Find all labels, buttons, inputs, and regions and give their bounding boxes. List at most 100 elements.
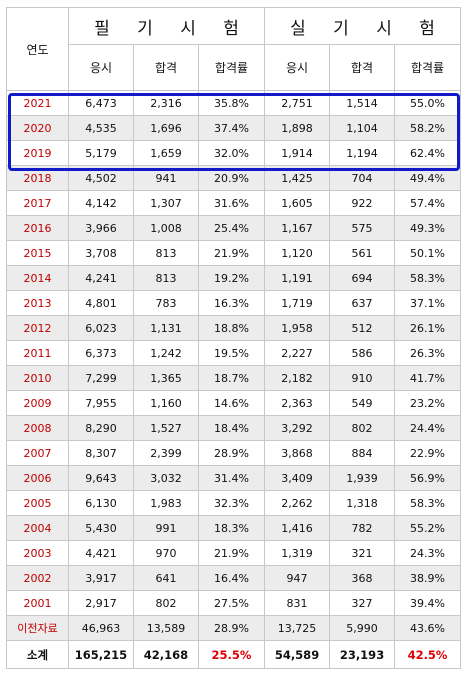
total-label: 소계	[6, 640, 69, 669]
written-rate-cell: 21.9%	[197, 540, 266, 566]
practical-pass-cell: 1,939	[329, 465, 396, 491]
practical-pass-cell: 637	[329, 290, 396, 316]
year-cell: 2009	[6, 390, 69, 416]
written-rate-cell: 25.4%	[197, 215, 266, 241]
practical-apply-cell: 831	[264, 590, 331, 616]
written-pass-cell: 970	[133, 540, 199, 566]
written-pass-cell: 1,307	[133, 190, 199, 216]
table-body: 2021 6,473 2,316 35.8% 2,751 1,514 55.0% 2020 4,…	[6, 90, 462, 641]
practical-apply-cell: 1,120	[264, 240, 331, 266]
year-cell: 2008	[6, 415, 69, 441]
year-cell: 2003	[6, 540, 69, 566]
total-written-apply: 165,215	[68, 640, 134, 669]
total-written-rate: 25.5%	[197, 640, 266, 669]
written-rate-cell: 16.4%	[197, 565, 266, 591]
written-rate-cell: 18.3%	[197, 515, 266, 541]
written-apply-cell: 7,299	[68, 365, 134, 391]
table-row: 2015 3,708 813 21.9% 1,120 561 50.1%	[6, 240, 462, 266]
table-row: 2021 6,473 2,316 35.8% 2,751 1,514 55.0%	[6, 90, 462, 116]
practical-pass-cell: 321	[329, 540, 396, 566]
written-pass-cell: 641	[133, 565, 199, 591]
written-pass-cell: 2,399	[133, 440, 199, 466]
table-row: 2013 4,801 783 16.3% 1,719 637 37.1%	[6, 290, 462, 316]
practical-rate-cell: 55.2%	[394, 515, 462, 541]
table-row: 2002 3,917 641 16.4% 947 368 38.9%	[6, 565, 462, 591]
written-apply-cell: 4,142	[68, 190, 134, 216]
practical-rate-cell: 58.3%	[394, 265, 462, 291]
practical-rate-cell: 24.3%	[394, 540, 462, 566]
table-row: 2009 7,955 1,160 14.6% 2,363 549 23.2%	[6, 390, 462, 416]
written-apply-cell: 2,917	[68, 590, 134, 616]
practical-pass-cell: 327	[329, 590, 396, 616]
practical-pass-cell: 910	[329, 365, 396, 391]
practical-apply-cell: 1,167	[264, 215, 331, 241]
year-cell: 2018	[6, 165, 69, 191]
practical-apply-cell: 2,751	[264, 90, 331, 116]
written-apply-cell: 9,643	[68, 465, 134, 491]
practical-rate-cell: 41.7%	[394, 365, 462, 391]
written-apply-cell: 6,373	[68, 340, 134, 366]
written-apply-cell: 7,955	[68, 390, 134, 416]
year-cell: 2020	[6, 115, 69, 141]
year-cell: 2016	[6, 215, 69, 241]
written-rate-cell: 14.6%	[197, 390, 266, 416]
written-pass-cell: 1,696	[133, 115, 199, 141]
written-pass-cell: 813	[133, 265, 199, 291]
practical-rate-cell: 43.6%	[394, 615, 462, 641]
table-row: 2011 6,373 1,242 19.5% 2,227 586 26.3%	[6, 340, 462, 366]
table-row: 2017 4,142 1,307 31.6% 1,605 922 57.4%	[6, 190, 462, 216]
written-rate-cell: 28.9%	[197, 615, 266, 641]
practical-apply-cell: 1,719	[264, 290, 331, 316]
practical-rate-cell: 57.4%	[394, 190, 462, 216]
practical-apply-cell: 2,262	[264, 490, 331, 516]
written-apply-cell: 5,179	[68, 140, 134, 166]
written-pass-cell: 1,242	[133, 340, 199, 366]
practical-pass-cell: 575	[329, 215, 396, 241]
practical-rate-cell: 38.9%	[394, 565, 462, 591]
written-pass-cell: 1,527	[133, 415, 199, 441]
written-apply-cell: 4,502	[68, 165, 134, 191]
written-apply-cell: 4,801	[68, 290, 134, 316]
written-apply-cell: 3,966	[68, 215, 134, 241]
written-rate-cell: 21.9%	[197, 240, 266, 266]
written-rate-cell: 32.0%	[197, 140, 266, 166]
total-practical-rate: 42.5%	[394, 640, 462, 669]
written-pass-cell: 991	[133, 515, 199, 541]
written-pass-cell: 1,131	[133, 315, 199, 341]
written-rate-header: 합격률	[197, 44, 266, 91]
year-cell: 2019	[6, 140, 69, 166]
table-row: 2004 5,430 991 18.3% 1,416 782 55.2%	[6, 515, 462, 541]
written-apply-cell: 3,708	[68, 240, 134, 266]
practical-pass-cell: 884	[329, 440, 396, 466]
year-cell: 2002	[6, 565, 69, 591]
written-pass-header: 합격	[133, 44, 199, 91]
year-cell: 2012	[6, 315, 69, 341]
table-row: 2010 7,299 1,365 18.7% 2,182 910 41.7%	[6, 365, 462, 391]
written-rate-cell: 18.4%	[197, 415, 266, 441]
written-rate-cell: 35.8%	[197, 90, 266, 116]
practical-pass-cell: 549	[329, 390, 396, 416]
table-row: 2003 4,421 970 21.9% 1,319 321 24.3%	[6, 540, 462, 566]
year-cell: 2013	[6, 290, 69, 316]
table-row: 2012 6,023 1,131 18.8% 1,958 512 26.1%	[6, 315, 462, 341]
total-written-pass: 42,168	[133, 640, 199, 669]
practical-rate-cell: 24.4%	[394, 415, 462, 441]
practical-rate-cell: 26.3%	[394, 340, 462, 366]
written-apply-cell: 6,473	[68, 90, 134, 116]
practical-rate-cell: 23.2%	[394, 390, 462, 416]
exam-stats-document: 연도 필 기 시 험 실 기 시 험 응시 합격 합격률 응시 합격 합격률 2…	[6, 7, 462, 669]
year-cell: 2021	[6, 90, 69, 116]
exam-stats-table: 연도 필 기 시 험 실 기 시 험 응시 합격 합격률 응시 합격 합격률 2…	[6, 7, 462, 669]
practical-apply-header: 응시	[264, 44, 331, 91]
practical-pass-cell: 586	[329, 340, 396, 366]
written-pass-cell: 1,659	[133, 140, 199, 166]
practical-rate-cell: 49.4%	[394, 165, 462, 191]
practical-pass-cell: 782	[329, 515, 396, 541]
year-cell: 2011	[6, 340, 69, 366]
written-rate-cell: 19.2%	[197, 265, 266, 291]
practical-pass-header: 합격	[329, 44, 396, 91]
practical-apply-cell: 3,409	[264, 465, 331, 491]
practical-pass-cell: 1,514	[329, 90, 396, 116]
year-cell: 2014	[6, 265, 69, 291]
written-rate-cell: 27.5%	[197, 590, 266, 616]
